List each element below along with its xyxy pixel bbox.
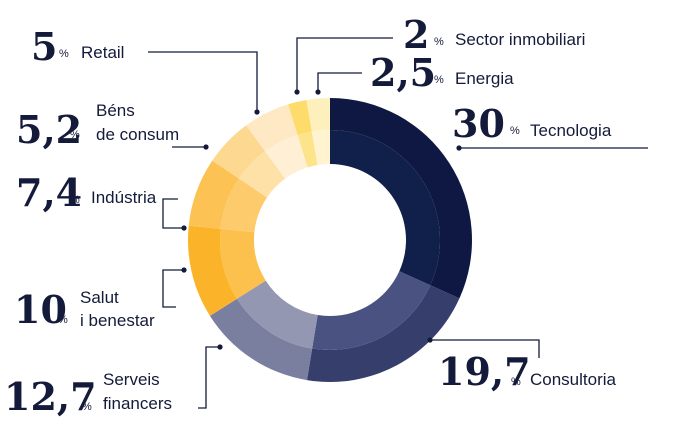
leader-dot-energia xyxy=(315,89,321,95)
slice-inner-consultoria xyxy=(312,271,431,350)
label-salut-line1: Salut xyxy=(80,288,119,307)
pct-sign-consultoria: % xyxy=(511,376,521,388)
pct-sign-salut: % xyxy=(58,314,68,326)
leader-energia xyxy=(317,72,362,92)
slice-bens-de-consum xyxy=(212,125,266,179)
slice-consultoria xyxy=(306,285,460,382)
slice-inner-industria xyxy=(220,178,267,233)
slice-salut-i-benestar xyxy=(188,225,238,316)
slice-inner-sector-inmobiliari xyxy=(297,131,318,168)
value-consultoria: 19,7 xyxy=(438,349,531,394)
slice-industria xyxy=(188,160,239,229)
slice-inner-retail xyxy=(265,134,308,179)
leader-dot-bens xyxy=(203,144,209,150)
leader-lines xyxy=(148,37,648,409)
slice-inner-serveis-financers xyxy=(237,280,318,349)
slice-sector-inmobiliari xyxy=(288,99,312,135)
pct-sign-bens: % xyxy=(70,129,80,141)
pct-sign-serveis: % xyxy=(82,401,92,413)
slice-energia xyxy=(306,98,330,132)
leader-serveis xyxy=(198,346,220,409)
leader-industria xyxy=(162,198,184,229)
value-energia: 2,5 xyxy=(370,50,436,95)
leader-dot-retail xyxy=(254,109,260,115)
label-sector: Sector inmobiliari xyxy=(455,30,585,49)
label-serveis-line1: Serveis xyxy=(103,370,160,389)
slice-inner-bens-de-consum xyxy=(238,151,286,198)
value-salut: 10 xyxy=(14,287,67,332)
label-salut-line2: i benestar xyxy=(80,311,155,330)
slice-inner-energia xyxy=(311,130,330,166)
pct-sign-tecnologia: % xyxy=(510,125,520,137)
label-retail: Retail xyxy=(81,43,124,62)
slice-tecnologia xyxy=(330,98,472,299)
label-tecnologia: Tecnologia xyxy=(530,121,612,140)
leader-dot-serveis xyxy=(217,344,223,350)
value-sector: 2 xyxy=(403,12,429,57)
pct-sign-retail: % xyxy=(59,48,69,60)
slice-serveis-financers xyxy=(209,298,313,381)
label-bens-line1: Béns xyxy=(96,101,135,120)
leader-salut xyxy=(162,269,184,308)
leader-retail xyxy=(148,51,258,112)
leader-dot-industria xyxy=(181,225,187,231)
label-bens-line2: de consum xyxy=(96,125,179,144)
slice-inner-tecnologia xyxy=(330,130,441,286)
leader-sector xyxy=(296,37,393,92)
pct-sign-sector: % xyxy=(434,36,444,48)
label-industria: Indústria xyxy=(91,188,157,207)
value-bens: 5,2 xyxy=(16,107,82,152)
label-energia: Energia xyxy=(455,69,514,88)
leader-dot-salut xyxy=(181,267,187,273)
slice-inner-salut-i-benestar xyxy=(219,228,266,299)
leader-dot-consultoria xyxy=(427,337,433,343)
value-industria: 7,4 xyxy=(16,170,82,215)
pct-sign-energia: % xyxy=(434,74,444,86)
donut-slices xyxy=(188,98,472,382)
pct-sign-industria: % xyxy=(70,194,80,206)
data-labels: 30 % Tecnologia 19,7 % Consultoria 12,7 … xyxy=(4,12,617,419)
leader-dot-tecnologia xyxy=(456,145,462,151)
label-consultoria: Consultoria xyxy=(530,370,617,389)
value-tecnologia: 30 xyxy=(452,101,505,146)
value-serveis: 12,7 xyxy=(4,374,97,419)
value-retail: 5 xyxy=(31,24,57,69)
slice-retail xyxy=(246,104,298,152)
leader-consultoria xyxy=(430,339,540,358)
leader-dot-sector xyxy=(294,89,300,95)
label-serveis-line2: financers xyxy=(103,394,172,413)
